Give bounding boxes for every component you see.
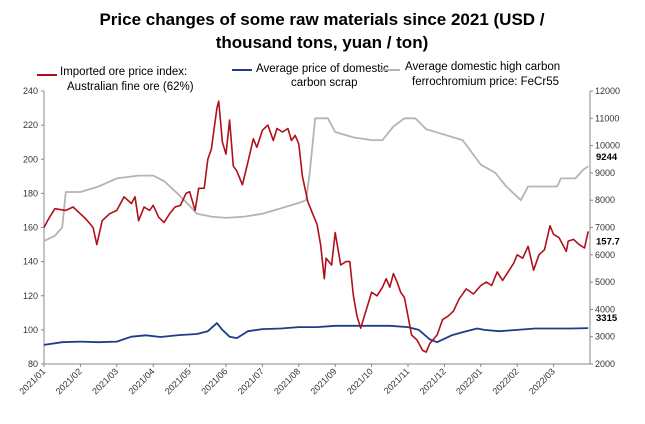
left-tick-label: 220	[23, 120, 38, 130]
right-tick-label: 2000	[595, 359, 615, 369]
chart-title-line-1: Price changes of some raw materials sinc…	[99, 10, 544, 29]
right-tick-label: 5000	[595, 277, 615, 287]
x-tick-label: 2021/12	[418, 366, 448, 396]
right-tick-label: 9000	[595, 168, 615, 178]
x-tick-label: 2021/10	[345, 366, 375, 396]
right-tick-label: 6000	[595, 250, 615, 260]
x-tick-label: 2022/03	[527, 366, 557, 396]
x-tick-label: 2021/06	[199, 366, 229, 396]
x-tick-label: 2022/01	[454, 366, 484, 396]
end-label-1: 3315	[596, 313, 618, 324]
left-tick-label: 180	[23, 188, 38, 198]
x-tick-label: 2021/08	[272, 366, 302, 396]
series-lines	[43, 100, 589, 353]
x-tick-label: 2021/01	[17, 366, 47, 396]
series-line-1	[43, 322, 589, 346]
legend-label-ferrochromium-2: ferrochromium price: FeCr55	[412, 76, 559, 88]
left-tick-label: 240	[23, 86, 38, 96]
right-tick-label: 7000	[595, 223, 615, 233]
legend-label-iron-ore-1: Imported ore price index:	[60, 66, 187, 78]
right-tick-label: 10000	[595, 141, 620, 151]
end-label-0: 157.7	[596, 236, 620, 247]
right-axis-ticks: 2000 3000 4000 5000 6000 7000 8000 9000 10000 110…	[590, 86, 620, 369]
series-line-0	[43, 100, 589, 353]
legend-label-carbon-scrap-1: Average price of domestic	[256, 63, 389, 75]
left-tick-label: 160	[23, 223, 38, 233]
left-tick-label: 140	[23, 257, 38, 267]
x-tick-label: 2022/02	[491, 366, 521, 396]
x-tick-label: 2021/05	[163, 366, 193, 396]
right-tick-label: 3000	[595, 332, 615, 342]
x-axis-ticks: 2021/01 2021/02 2021/03 2021/04 2021/05 2021/…	[17, 364, 557, 396]
x-tick-label: 2021/03	[90, 366, 120, 396]
series-line-2	[43, 117, 589, 242]
right-tick-label: 12000	[595, 86, 620, 96]
right-tick-label: 11000	[595, 113, 619, 123]
legend-label-iron-ore-2: Australian fine ore (62%)	[67, 81, 194, 93]
right-tick-label: 4000	[595, 304, 615, 314]
x-tick-label: 2021/02	[54, 366, 84, 396]
end-value-labels: 9244 3315 157.7	[596, 152, 620, 324]
x-tick-label: 2021/07	[236, 366, 266, 396]
x-tick-label: 2021/09	[309, 366, 339, 396]
chart-title-line-2: thousand tons, yuan / ton)	[216, 33, 428, 52]
left-axis-ticks: 80 100 120 140 160 180 200 220 240	[23, 86, 44, 369]
left-tick-label: 100	[23, 325, 38, 335]
left-tick-label: 120	[23, 291, 38, 301]
left-tick-label: 200	[23, 154, 38, 164]
x-tick-label: 2021/11	[382, 366, 412, 396]
legend: Imported ore price index: Australian fin…	[37, 61, 560, 93]
x-tick-label: 2021/04	[127, 366, 157, 396]
right-tick-label: 8000	[595, 195, 615, 205]
legend-label-ferrochromium-1: Average domestic high carbon	[405, 61, 560, 73]
left-tick-label: 80	[28, 359, 38, 369]
legend-label-carbon-scrap-2: carbon scrap	[291, 77, 357, 89]
end-label-2: 9244	[596, 152, 618, 163]
